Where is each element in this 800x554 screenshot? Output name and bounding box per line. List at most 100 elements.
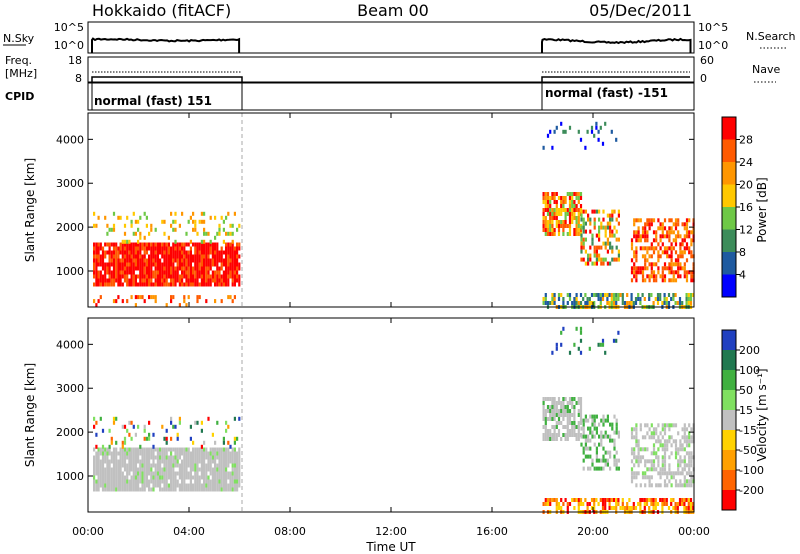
data-cell xyxy=(626,502,629,506)
data-cell xyxy=(117,471,120,476)
data-cell xyxy=(546,196,550,200)
data-cell xyxy=(200,262,203,267)
data-cell xyxy=(564,437,567,441)
data-cell xyxy=(604,498,607,502)
data-cell xyxy=(553,409,556,413)
data-cell xyxy=(551,437,554,441)
data-cell xyxy=(566,192,569,196)
data-cell xyxy=(156,467,159,472)
data-cell xyxy=(634,301,638,305)
data-cell xyxy=(148,270,151,275)
data-cell xyxy=(689,506,693,510)
data-cell xyxy=(187,459,190,464)
data-cell xyxy=(126,215,129,220)
data-cell xyxy=(688,463,691,468)
data-cell xyxy=(93,487,96,492)
data-cell xyxy=(663,471,667,476)
data-cell xyxy=(95,246,98,251)
data-cell xyxy=(679,439,682,444)
data-cell xyxy=(189,463,192,468)
data-cell xyxy=(132,242,135,247)
data-cell xyxy=(610,506,613,510)
data-cell xyxy=(141,246,144,251)
data-cell xyxy=(644,447,647,452)
data-cell xyxy=(233,487,236,492)
data-cell xyxy=(652,427,656,432)
data-cell xyxy=(119,250,122,255)
y-tick-label: 1000 xyxy=(56,265,84,278)
data-cell xyxy=(101,250,105,255)
data-cell xyxy=(635,234,638,239)
data-cell xyxy=(148,262,151,267)
data-cell xyxy=(663,226,667,231)
data-cell xyxy=(654,502,657,506)
data-cell xyxy=(623,301,627,305)
data-cell xyxy=(203,463,206,468)
data-cell xyxy=(123,262,127,267)
data-cell xyxy=(652,498,655,502)
data-cell xyxy=(183,483,186,488)
data-cell xyxy=(637,266,640,271)
data-cell xyxy=(564,200,567,204)
data-cell xyxy=(587,454,590,459)
data-cell xyxy=(229,270,232,275)
data-cell xyxy=(207,254,210,259)
data-cell xyxy=(214,299,217,304)
data-cell xyxy=(615,426,618,431)
data-cell xyxy=(198,250,201,255)
data-cell xyxy=(128,250,131,255)
data-cell xyxy=(165,274,168,279)
data-cell xyxy=(176,242,179,247)
data-cell xyxy=(106,451,109,456)
data-cell xyxy=(238,455,241,460)
data-cell xyxy=(121,447,124,452)
data-cell xyxy=(203,447,206,452)
data-cell xyxy=(555,346,558,351)
data-cell xyxy=(143,451,146,456)
data-cell xyxy=(568,401,572,405)
data-cell xyxy=(617,430,620,435)
colorbar-tick-label: -15 xyxy=(739,424,757,437)
data-cell xyxy=(183,455,186,460)
data-cell xyxy=(95,451,98,456)
data-cell xyxy=(115,455,118,460)
data-cell xyxy=(174,266,177,271)
data-cell xyxy=(584,418,587,423)
data-cell xyxy=(557,297,561,301)
data-cell xyxy=(192,211,195,216)
data-cell xyxy=(663,246,667,251)
data-cell xyxy=(121,451,124,456)
data-cell xyxy=(650,435,653,440)
data-cell xyxy=(599,342,602,347)
data-cell xyxy=(220,254,223,259)
data-cell xyxy=(635,246,638,251)
data-cell xyxy=(126,262,129,267)
data-cell xyxy=(205,463,208,468)
data-cell xyxy=(174,479,177,484)
data-cell xyxy=(95,266,98,271)
data-cell xyxy=(216,250,219,255)
data-cell xyxy=(630,427,634,432)
data-cell xyxy=(238,266,241,271)
data-cell xyxy=(670,218,673,223)
data-cell xyxy=(231,471,234,476)
data-cell xyxy=(630,471,634,476)
data-cell xyxy=(609,241,612,246)
data-cell xyxy=(571,192,574,196)
data-cell xyxy=(187,475,190,480)
data-cell xyxy=(101,459,105,464)
data-cell xyxy=(123,483,127,488)
data-cell xyxy=(573,425,576,429)
colorbar-tick-label: 15 xyxy=(739,404,753,417)
data-cell xyxy=(167,455,170,460)
data-cell xyxy=(220,266,223,271)
data-cell xyxy=(579,421,583,425)
data-cell xyxy=(196,471,199,476)
data-cell xyxy=(231,254,234,259)
data-cell xyxy=(123,278,127,283)
data-cell xyxy=(216,246,219,251)
data-cell xyxy=(148,463,151,468)
data-cell xyxy=(181,463,184,468)
data-cell xyxy=(128,258,131,263)
data-cell xyxy=(194,274,197,279)
